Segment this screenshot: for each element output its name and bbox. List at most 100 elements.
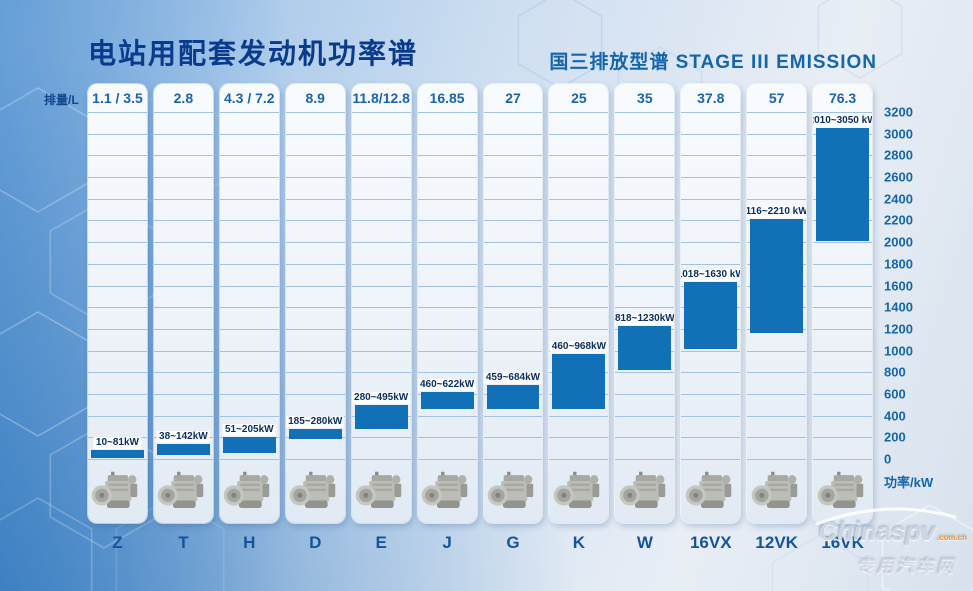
- power-range-bar: [750, 219, 804, 334]
- displacement-value: 1.1 / 3.5: [92, 90, 143, 106]
- power-axis-tick: 2400: [884, 191, 913, 207]
- gridline: [351, 350, 411, 352]
- gridline: [681, 177, 741, 179]
- gridline: [153, 198, 213, 200]
- gridline: [483, 415, 543, 417]
- engine-photo: [352, 460, 411, 523]
- gridline: [351, 307, 411, 309]
- gridline: [417, 307, 477, 309]
- gridline: [417, 177, 477, 179]
- engine-panel: 11.8/12.8 280~495kW: [351, 84, 411, 523]
- gridline: [549, 415, 609, 417]
- power-range-label: 460~622kW: [417, 378, 477, 391]
- series-name: D: [309, 533, 322, 552]
- gridline: [219, 328, 279, 330]
- power-range-label: 460~968kW: [549, 341, 609, 353]
- gridline: [153, 133, 213, 135]
- power-range-bar: [222, 436, 276, 454]
- engine-panel: 25 460~968kW: [549, 84, 609, 523]
- gridline: [483, 328, 543, 330]
- gridline: [285, 155, 345, 157]
- power-range-label: 10~81kW: [93, 437, 141, 450]
- power-range-label: 38~142kW: [157, 430, 210, 443]
- gridline: [483, 220, 543, 222]
- series-name: W: [636, 533, 653, 552]
- gridline: [88, 459, 147, 460]
- gridline: [285, 328, 345, 330]
- power-plot: 460~622kW: [417, 112, 477, 460]
- gridline: [483, 242, 543, 244]
- gridline: [615, 263, 675, 265]
- gridline: [615, 285, 675, 287]
- gridline: [219, 263, 279, 265]
- gridline: [351, 437, 411, 439]
- power-axis-tick: 2800: [884, 147, 913, 163]
- power-plot: 460~968kW: [549, 112, 609, 460]
- power-range-bar: [91, 450, 144, 458]
- gridline: [219, 155, 279, 157]
- power-plot: 51~205kW: [219, 112, 279, 460]
- gridline: [615, 112, 675, 113]
- displacement-value: 76.3: [828, 90, 857, 106]
- gridline: [483, 307, 543, 309]
- gridline: [615, 155, 675, 157]
- gridline: [747, 350, 807, 352]
- power-plot: 38~142kW: [153, 112, 213, 460]
- gridline: [153, 393, 213, 395]
- gridline: [351, 155, 411, 157]
- engine-photo: [88, 460, 147, 523]
- series-name: T: [178, 533, 189, 552]
- gridline: [813, 437, 873, 439]
- gridline: [813, 112, 873, 113]
- gridline: [615, 437, 675, 439]
- engine-icon: [751, 471, 797, 508]
- power-range-bar: [684, 282, 738, 349]
- gridline: [549, 220, 609, 222]
- power-axis-unit-label: 功率/kW: [884, 475, 934, 490]
- gridline: [615, 307, 675, 309]
- series-name: 16VX: [689, 533, 732, 552]
- power-axis-tick: 1800: [884, 256, 913, 272]
- gridline: [681, 350, 741, 352]
- gridline: [747, 393, 807, 395]
- gridline: [88, 415, 147, 417]
- engine-icon: [289, 471, 336, 508]
- power-plot: 1018~1630 kW: [681, 112, 741, 460]
- gridline: [681, 415, 741, 417]
- power-axis-tick: 1400: [884, 299, 913, 315]
- gridline: [285, 350, 345, 352]
- watermark-swoosh-icon: [815, 507, 957, 526]
- power-axis-tick: 2200: [884, 212, 913, 228]
- gridline: [285, 263, 345, 265]
- gridline: [88, 285, 147, 287]
- gridline: [285, 372, 345, 374]
- gridline: [351, 263, 411, 265]
- power-range-label: 818~1230kW: [615, 312, 675, 325]
- engine-column: 35 818~1230kW: [615, 84, 675, 553]
- engine-panel: 37.8 1018~1630 kW: [681, 84, 741, 523]
- gridline: [615, 459, 675, 460]
- gridline: [549, 242, 609, 244]
- gridline: [813, 459, 873, 460]
- power-plot: 818~1230kW: [615, 112, 675, 460]
- gridline: [747, 415, 807, 417]
- power-axis-tick: 200: [884, 429, 906, 445]
- power-axis-tick: 1200: [884, 321, 913, 337]
- power-range-bar: [486, 384, 540, 410]
- gridline: [285, 393, 345, 395]
- engine-icon: [553, 471, 600, 508]
- gridline: [549, 133, 609, 135]
- engine-photo: [418, 460, 477, 523]
- gridline: [285, 112, 345, 113]
- gridline: [615, 177, 675, 179]
- engine-photo: [154, 460, 213, 523]
- power-range-label: 459~684kW: [483, 371, 543, 384]
- gridline: [88, 242, 147, 244]
- gridline: [615, 133, 675, 135]
- gridline: [88, 155, 147, 157]
- gridline: [88, 328, 147, 330]
- displacement-value: 37.8: [697, 90, 725, 106]
- engine-panel: 16.85 460~622kW: [417, 84, 477, 523]
- engine-column: 16.85 460~622kW: [417, 84, 477, 553]
